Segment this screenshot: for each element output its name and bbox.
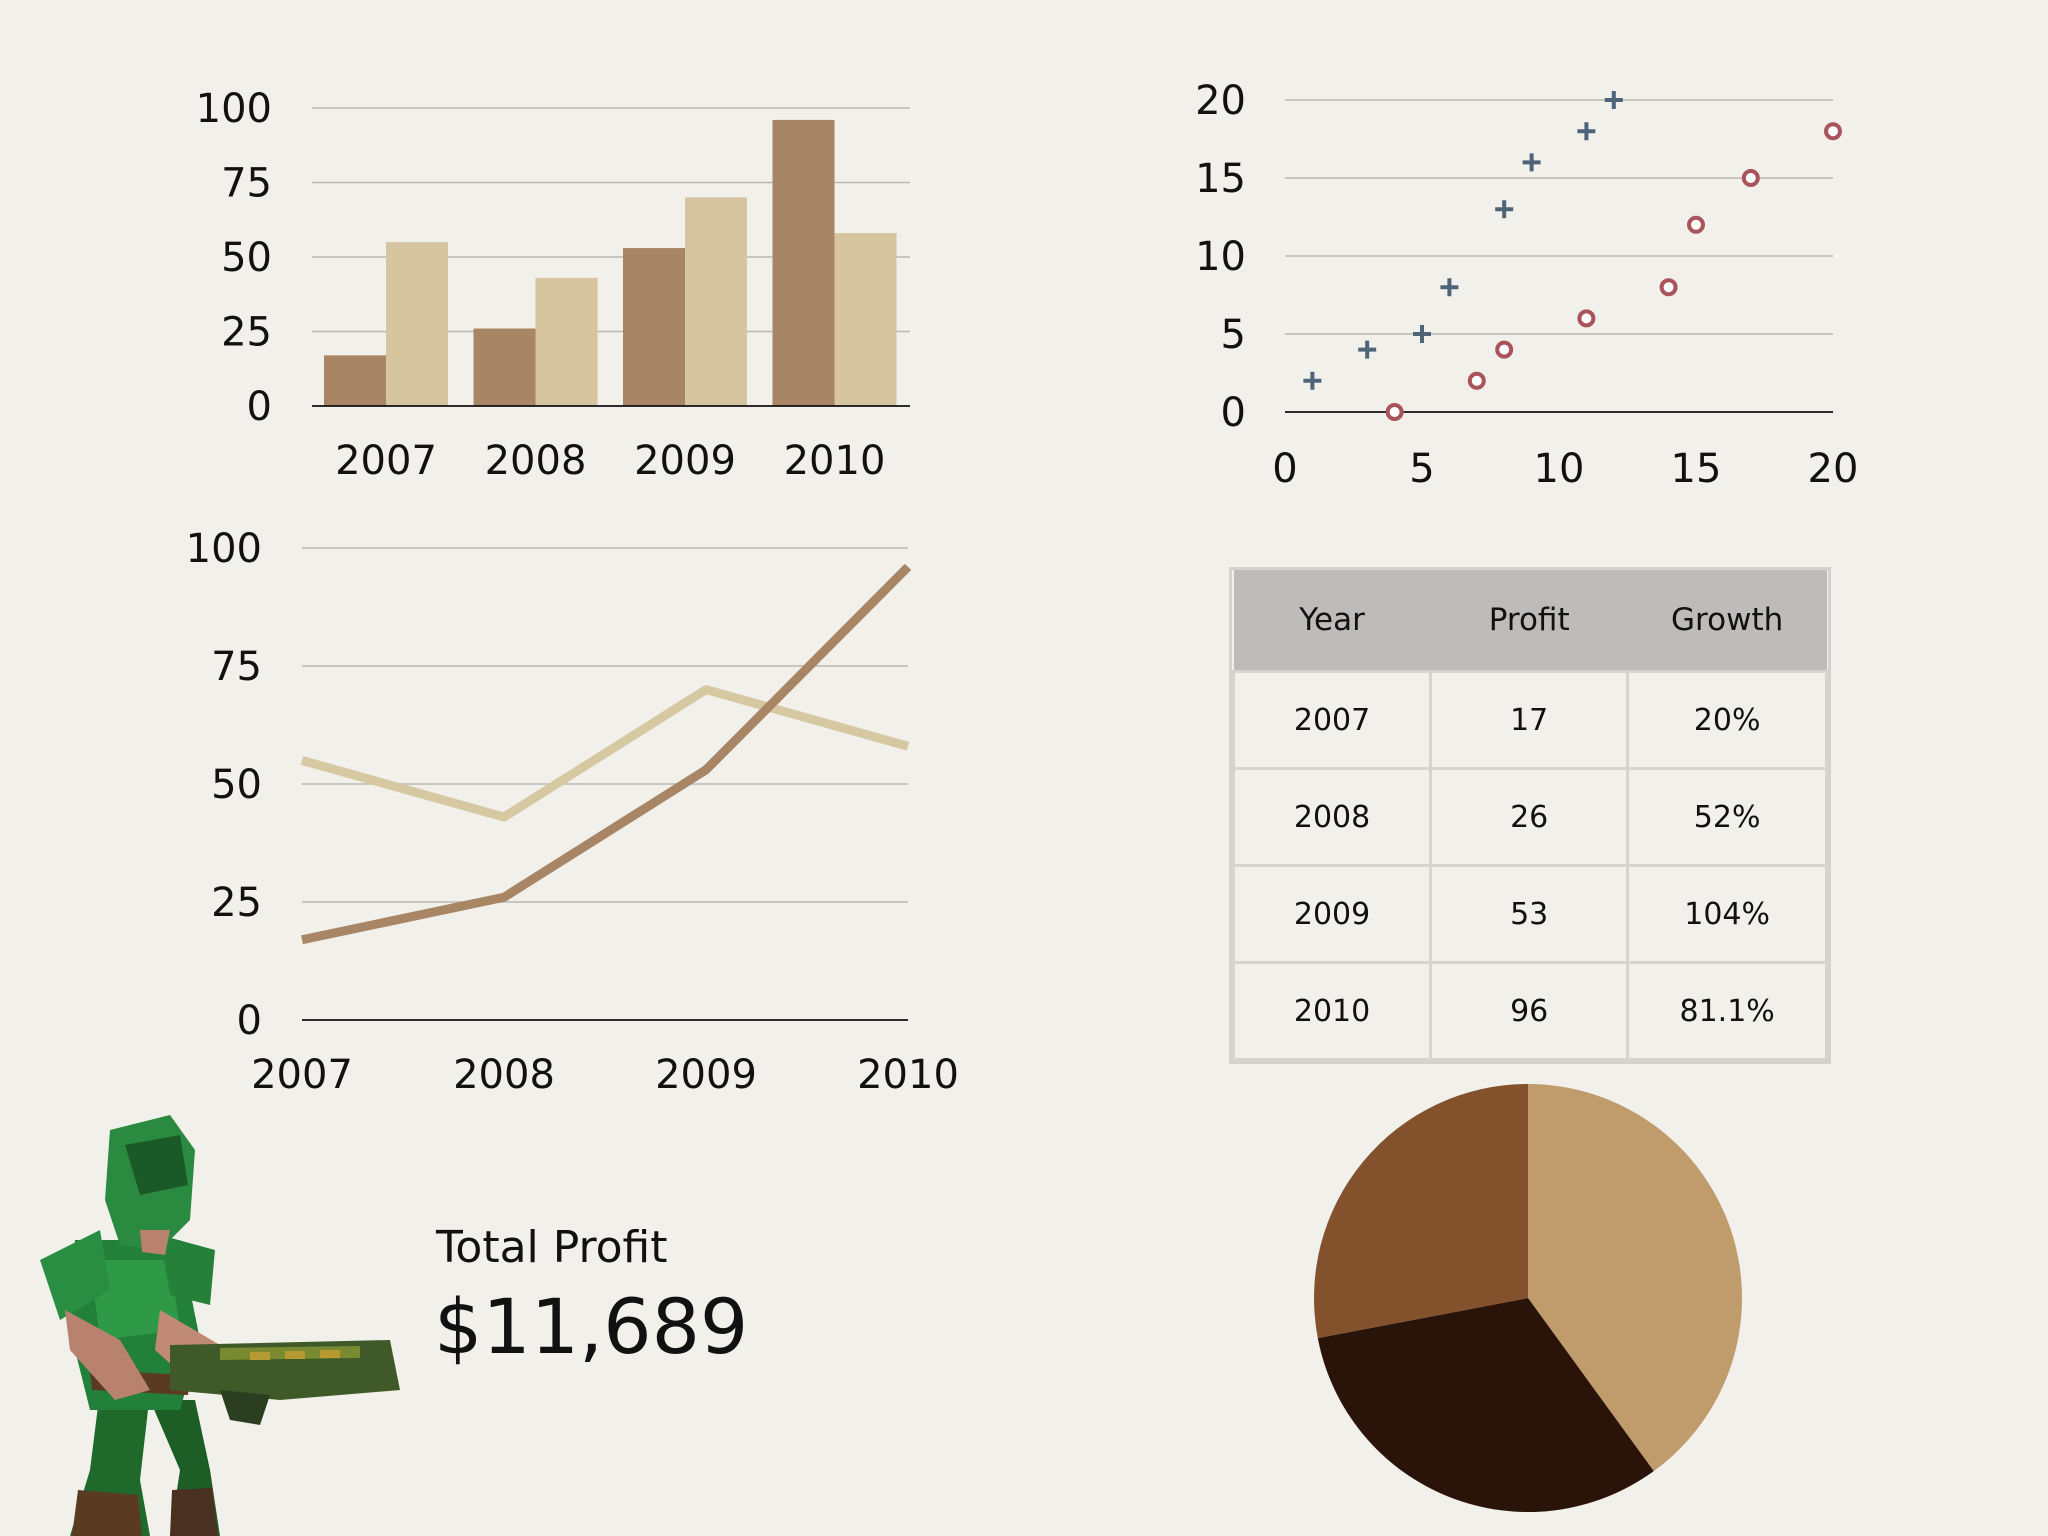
y-tick-label: 100 — [196, 86, 272, 132]
y-tick-label: 0 — [247, 384, 272, 430]
table-cell: 2008 — [1231, 767, 1433, 867]
x-tick-label: 0 — [1272, 446, 1297, 492]
x-tick-label: 2009 — [634, 438, 736, 484]
x-tick-label: 2010 — [784, 438, 886, 484]
table-cell: 26 — [1429, 767, 1630, 867]
y-tick-label: 0 — [1221, 390, 1246, 436]
scatter-point-plus — [1522, 153, 1541, 172]
y-tick-label: 15 — [1195, 156, 1246, 202]
x-tick-label: 2010 — [857, 1052, 959, 1098]
bar — [623, 248, 685, 406]
scatter-point-plus — [1303, 371, 1322, 390]
x-tick-label: 20 — [1808, 446, 1859, 492]
scatter-point-plus — [1440, 278, 1459, 297]
bar — [834, 233, 897, 406]
table-cell: 53 — [1429, 864, 1630, 964]
x-tick-label: 10 — [1534, 446, 1585, 492]
table-cell: 104% — [1626, 864, 1828, 964]
scatter-point-circle — [1385, 403, 1404, 421]
bar — [772, 119, 835, 407]
soldier-figure-icon — [40, 1115, 400, 1536]
table-cell: 52% — [1626, 767, 1828, 867]
pie-slice — [1317, 1298, 1654, 1512]
table-cell: 2009 — [1231, 864, 1433, 964]
table-cell: 81.1% — [1626, 961, 1828, 1061]
y-tick-label: 75 — [211, 644, 262, 690]
scatter-point-plus — [1358, 340, 1377, 359]
table-header-row: Year Profit Growth — [1233, 570, 1827, 672]
x-tick-label: 5 — [1409, 446, 1434, 492]
y-tick-label: 50 — [221, 235, 272, 281]
table-cell: 96 — [1429, 961, 1630, 1061]
table-header: Profit — [1430, 570, 1628, 672]
total-profit-value: $11,689 — [434, 1282, 749, 1371]
scatter-point-plus — [1495, 200, 1514, 219]
y-tick-label: 5 — [1221, 312, 1246, 358]
total-profit-label: Total Profit — [436, 1222, 668, 1273]
pie-slice — [1528, 1084, 1742, 1472]
bar — [324, 355, 386, 406]
table-row: 2010 96 81.1% — [1231, 961, 1828, 1061]
bar — [386, 242, 448, 406]
table-cell: 20% — [1626, 670, 1828, 770]
table-header: Year — [1233, 570, 1431, 672]
bar — [685, 197, 747, 406]
bar — [535, 277, 598, 406]
y-tick-label: 25 — [211, 880, 262, 926]
bar — [473, 328, 536, 406]
scatter-point-plus — [1604, 91, 1623, 109]
y-tick-label: 10 — [1195, 234, 1246, 280]
scatter-point-circle — [1467, 371, 1486, 390]
y-tick-label: 100 — [186, 526, 262, 572]
y-tick-label: 75 — [221, 161, 272, 207]
pie-slice — [1314, 1084, 1528, 1339]
x-tick-label: 2009 — [655, 1052, 757, 1098]
scatter-point-circle — [1659, 278, 1678, 297]
x-tick-label: 2007 — [335, 438, 437, 484]
data-table: Year Profit Growth 2007 17 20% 2008 26 5… — [1231, 570, 1828, 1061]
scatter-point-circle — [1824, 122, 1842, 141]
series-line — [301, 563, 912, 945]
table-cell: 2010 — [1231, 961, 1433, 1061]
x-tick-label: 2008 — [485, 438, 587, 484]
y-tick-label: 0 — [237, 998, 262, 1044]
scatter-point-circle — [1687, 215, 1705, 234]
series-line — [300, 685, 910, 822]
table-cell: 2007 — [1231, 670, 1433, 770]
scatter-point-plus — [1577, 122, 1596, 141]
scatter-point-circle — [1577, 309, 1596, 328]
table-row: 2008 26 52% — [1231, 767, 1828, 867]
y-tick-label: 20 — [1195, 78, 1246, 124]
y-tick-label: 50 — [211, 762, 262, 808]
table-cell: 17 — [1429, 670, 1630, 770]
scatter-point-plus — [1413, 325, 1431, 343]
table-header: Growth — [1627, 570, 1827, 672]
y-tick-label: 25 — [221, 310, 272, 356]
table-row: 2009 53 104% — [1231, 864, 1828, 964]
table-row: 2007 17 20% — [1231, 670, 1828, 770]
scatter-point-circle — [1741, 169, 1760, 187]
scatter-point-circle — [1495, 340, 1514, 359]
x-tick-label: 2008 — [453, 1052, 555, 1098]
x-tick-label: 15 — [1671, 446, 1722, 492]
